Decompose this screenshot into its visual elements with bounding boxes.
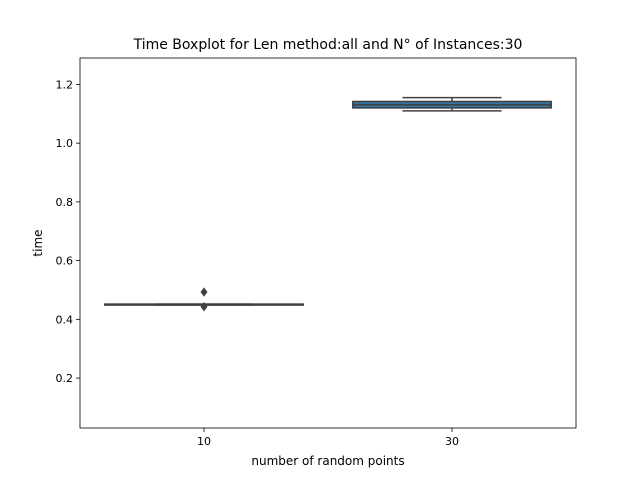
- x-tick-label: 30: [445, 435, 459, 448]
- plot-frame: [79, 57, 577, 429]
- outlier-point: [200, 287, 208, 297]
- x-axis-ticks: 10 30: [197, 428, 459, 448]
- y-tick-label: 0.4: [56, 313, 74, 326]
- y-axis-ticks: 0.2 0.4 0.6 0.8 1.0 1.2: [56, 78, 80, 385]
- y-axis-label: time: [31, 229, 45, 256]
- y-tick-label: 1.0: [56, 137, 74, 150]
- chart-title: Time Boxplot for Len method:all and N° o…: [133, 37, 523, 53]
- y-tick-label: 0.6: [56, 255, 74, 268]
- y-tick-label: 0.2: [56, 372, 74, 385]
- boxes-group: [104, 96, 552, 312]
- x-tick-label: 10: [197, 435, 211, 448]
- outlier-point: [200, 302, 208, 312]
- y-tick-label: 1.2: [56, 78, 74, 91]
- x-axis-label: number of random points: [251, 454, 404, 468]
- y-tick-label: 0.8: [56, 196, 74, 209]
